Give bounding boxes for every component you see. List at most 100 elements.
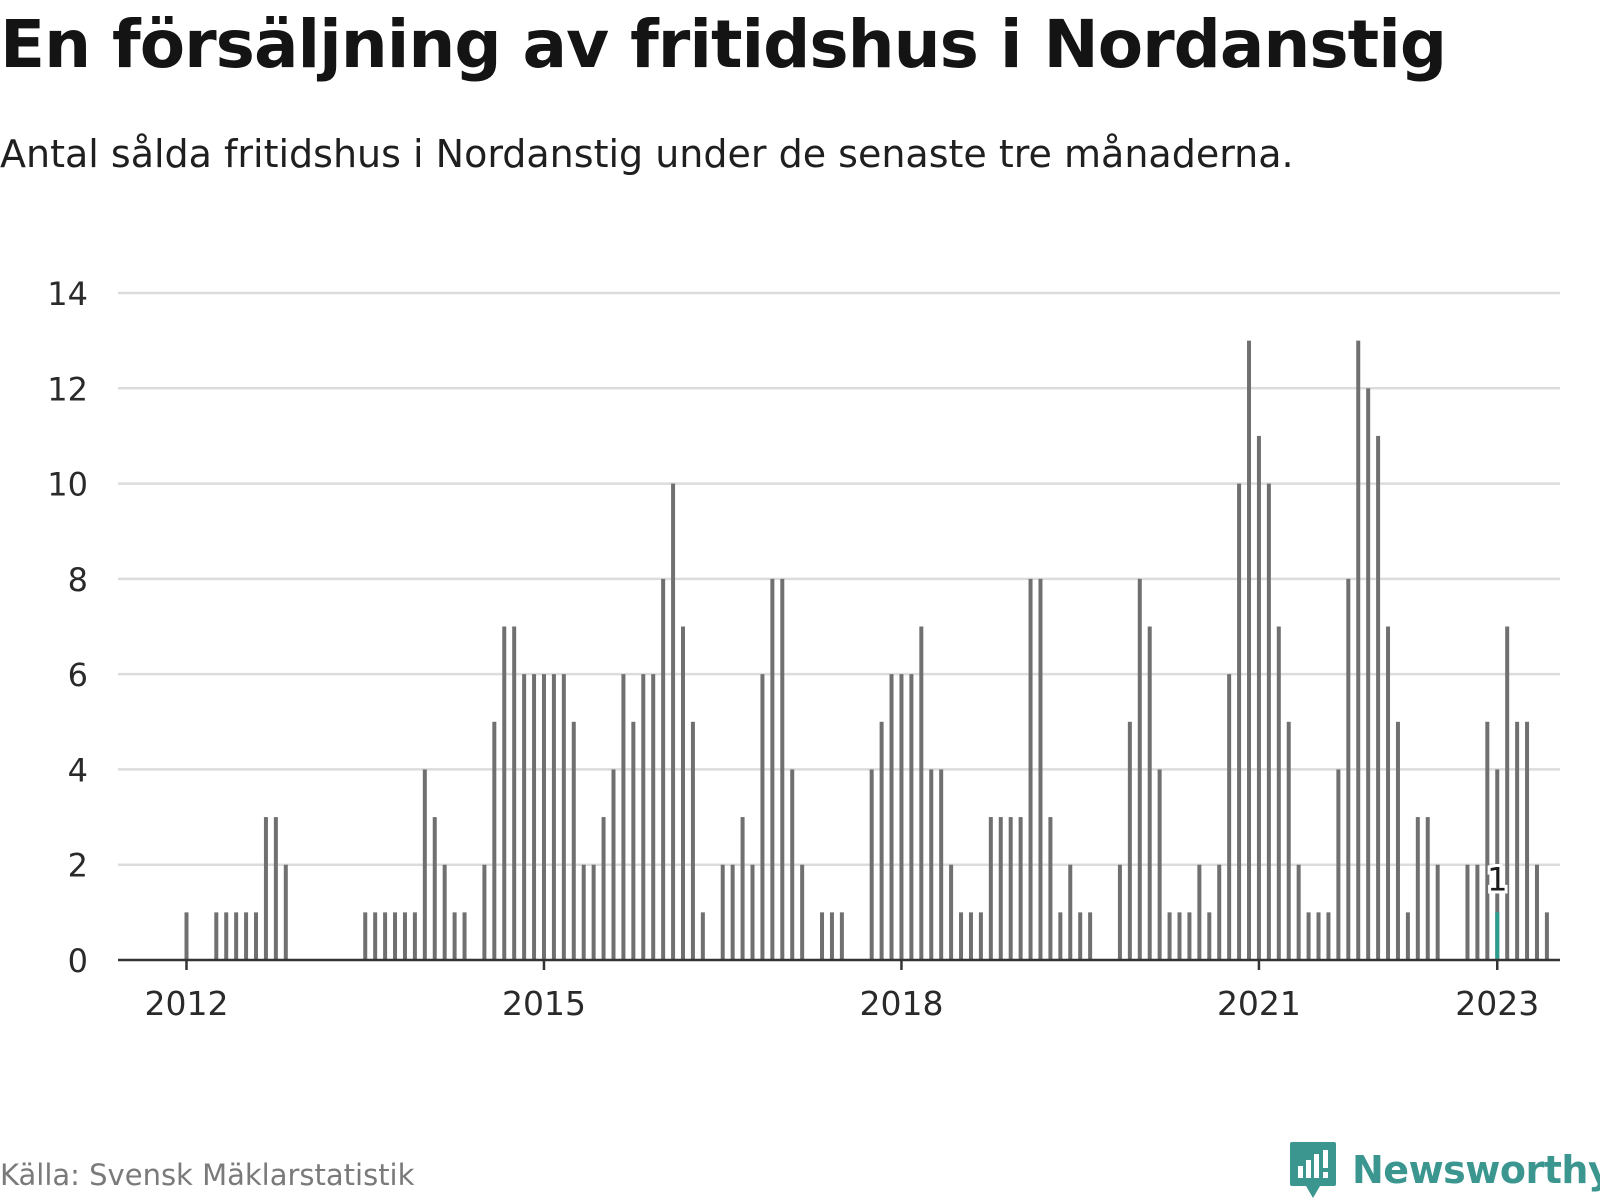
bar [720,864,725,960]
bar [1247,340,1252,961]
bar [1475,864,1480,960]
bar [1266,483,1271,960]
bar [1346,578,1351,960]
bar [1237,483,1242,960]
bar [651,674,656,960]
bar [502,626,507,960]
bar [939,769,944,960]
brand-name: Newsworthy [1352,1148,1600,1192]
bar [1048,817,1053,960]
bar [482,864,487,960]
bar [1366,388,1371,960]
bar [1395,721,1400,960]
bar [1088,912,1093,960]
bar [1505,626,1510,960]
bar [1425,817,1430,960]
bar [909,674,914,960]
bar [770,578,775,960]
bar [1177,912,1182,960]
bar [661,578,666,960]
bar [998,817,1003,960]
bar [561,674,566,960]
bar [978,912,983,960]
bar [1217,864,1222,960]
chart-title: En försäljning av fritidshus i Nordansti… [0,6,1447,83]
bar [263,817,268,960]
x-tick-label: 2015 [502,984,586,1023]
bar [1525,721,1530,960]
bar [968,912,973,960]
bar [1296,864,1301,960]
bar [929,769,934,960]
x-tick-label: 2023 [1455,984,1539,1023]
y-tick-label: 14 [47,275,88,313]
bar [1495,769,1500,960]
bar [760,674,765,960]
bar [373,912,378,960]
bar [1127,721,1132,960]
bar [1167,912,1172,960]
bar [1157,769,1162,960]
bar [800,864,805,960]
bar [402,912,407,960]
y-tick-label: 10 [47,466,88,504]
bar [532,674,537,960]
bar [1276,626,1281,960]
bar [1028,578,1033,960]
bar [1515,721,1520,960]
bar [363,912,368,960]
bar [631,721,636,960]
bar [254,912,259,960]
highlight-bar [1495,912,1500,960]
bar [1544,912,1549,960]
bar [1068,864,1073,960]
bar [462,912,467,960]
bar [1316,912,1321,960]
bar [611,769,616,960]
bar [512,626,517,960]
bar [621,674,626,960]
bar [959,912,964,960]
bar [422,769,427,960]
bar [879,721,884,960]
bar [690,721,695,960]
newsworthy-logo-icon [1290,1142,1336,1198]
bar [1038,578,1043,960]
brand-logo[interactable]: Newsworthy [1288,1140,1600,1200]
bar [412,912,417,960]
y-tick-label: 2 [68,847,88,885]
bar [1326,912,1331,960]
bar [1376,435,1381,960]
bar [1187,912,1192,960]
bar [1286,721,1291,960]
bar [1078,912,1083,960]
bar [919,626,924,960]
y-tick-label: 12 [47,370,88,408]
bar [750,864,755,960]
bar [740,817,745,960]
bar [780,578,785,960]
bar [869,769,874,960]
bar [829,912,834,960]
y-tick-label: 8 [68,561,88,599]
bar [591,864,596,960]
y-tick-label: 0 [68,942,88,980]
bar [283,864,288,960]
bar [393,912,398,960]
bar [1137,578,1142,960]
bar [1485,721,1490,960]
highlight-label: 1 [1487,860,1507,898]
x-tick-label: 2021 [1217,984,1301,1023]
bar [988,817,993,960]
bar [601,817,606,960]
bar [432,817,437,960]
bar [541,674,546,960]
bar [214,912,219,960]
bar [551,674,556,960]
bar [889,674,894,960]
bar [1117,864,1122,960]
bar [1306,912,1311,960]
bar [1386,626,1391,960]
bar [1534,864,1539,960]
